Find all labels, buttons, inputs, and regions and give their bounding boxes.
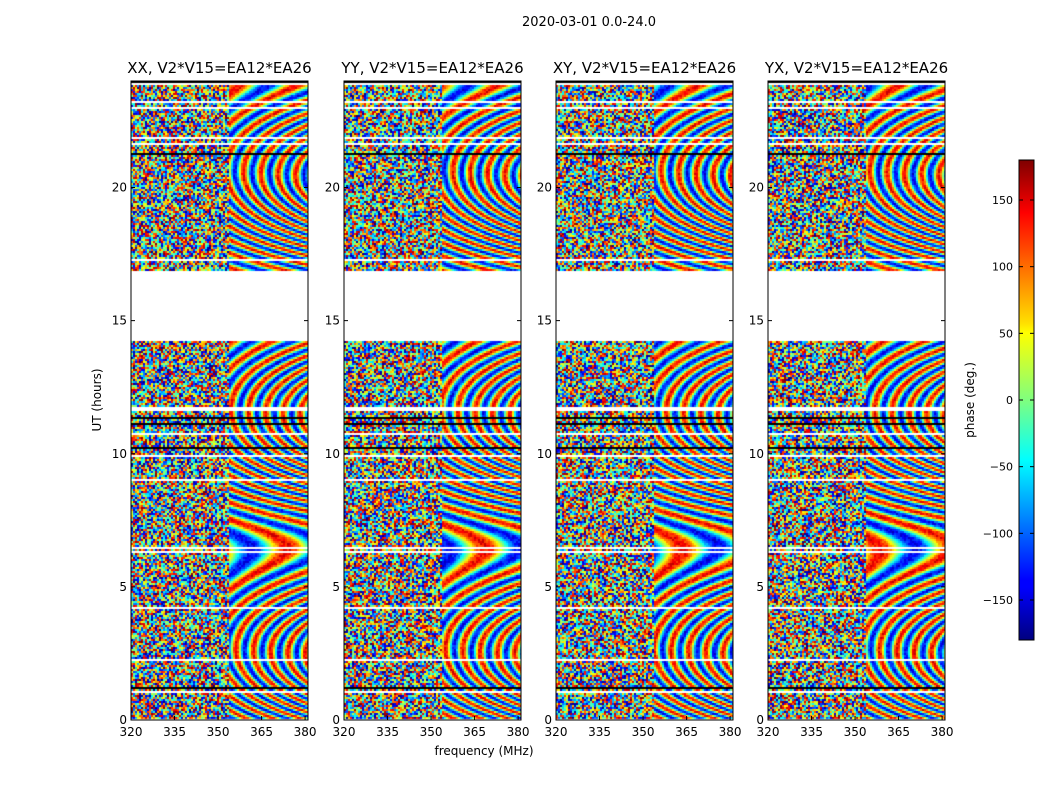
figure-suptitle: 2020-03-01 0.0-24.0	[522, 15, 656, 30]
y-tick-label: 20	[537, 181, 552, 195]
panel-yy: YY, V2*V15=EA12*EA26 0 5 10 15 20 320 335 350 365…	[325, 59, 530, 739]
panel-frame	[555, 80, 734, 721]
y-tick-label: 5	[332, 580, 340, 594]
colorbar-tick-label: 50	[999, 327, 1013, 340]
y-tick-label: 5	[119, 580, 127, 594]
colorbar-tick-label: 100	[992, 261, 1013, 274]
x-tick-label: 365	[250, 725, 273, 739]
colorbar-label: phase (deg.)	[963, 362, 977, 438]
y-tick-label: 20	[749, 181, 764, 195]
x-tick-label: 320	[545, 725, 568, 739]
y-tick-label: 0	[332, 713, 340, 727]
x-tick-label: 365	[675, 725, 698, 739]
x-tick-label: 320	[757, 725, 780, 739]
y-tick-label: 0	[119, 713, 127, 727]
y-tick-label: 15	[537, 314, 552, 328]
y-tick-label: 15	[112, 314, 127, 328]
y-tick-label: 10	[749, 447, 764, 461]
colorbar-ticks: −150 −100 −50 0 50 100 150	[983, 194, 1034, 607]
x-axis-label: frequency (MHz)	[434, 744, 533, 758]
x-tick-label: 350	[632, 725, 655, 739]
panel-frame	[343, 80, 522, 721]
x-tick-label: 320	[333, 725, 356, 739]
x-tick-label: 365	[463, 725, 486, 739]
panel-frame	[767, 80, 946, 721]
y-tick-label: 5	[756, 580, 764, 594]
x-tick-label: 380	[507, 725, 530, 739]
y-tick-label: 0	[756, 713, 764, 727]
x-tick-label: 335	[588, 725, 611, 739]
x-tick-label: 335	[163, 725, 186, 739]
y-tick-label: 5	[544, 580, 552, 594]
panel-xx: XX, V2*V15=EA12*EA26 0 5 10 15 20 320 335 350 365…	[112, 59, 317, 739]
x-tick-label: 350	[844, 725, 867, 739]
x-tick-label: 365	[887, 725, 910, 739]
phase-heatmap	[131, 81, 308, 720]
x-tick-label: 380	[719, 725, 742, 739]
y-tick-label: 20	[112, 181, 127, 195]
colorbar-tick-label: 150	[992, 194, 1013, 207]
panel-frame	[130, 80, 309, 721]
x-tick-label: 335	[800, 725, 823, 739]
y-tick-label: 20	[325, 181, 340, 195]
phase-heatmap	[768, 81, 945, 720]
phase-heatmap	[344, 81, 521, 720]
x-tick-label: 335	[376, 725, 399, 739]
y-tick-label: 10	[112, 447, 127, 461]
phase-heatmap	[556, 81, 733, 720]
panel-yx: YX, V2*V15=EA12*EA26 0 5 10 15 20 320 335 350 365…	[749, 59, 954, 739]
colorbar-tick-label: −50	[990, 461, 1013, 474]
panel-title-yx: YX, V2*V15=EA12*EA26	[764, 59, 948, 77]
panel-title-xy: XY, V2*V15=EA12*EA26	[553, 59, 736, 77]
panels: XX, V2*V15=EA12*EA26 0 5 10 15 20 320 335 350 365…	[112, 59, 954, 739]
colorbar-tick-label: −100	[983, 527, 1013, 540]
y-tick-label: 10	[537, 447, 552, 461]
x-tick-label: 380	[294, 725, 317, 739]
colorbar-tick-label: 0	[1006, 394, 1013, 407]
y-tick-label: 15	[749, 314, 764, 328]
y-tick-label: 0	[544, 713, 552, 727]
x-tick-label: 350	[207, 725, 230, 739]
panel-title-yy: YY, V2*V15=EA12*EA26	[340, 59, 523, 77]
y-tick-label: 10	[325, 447, 340, 461]
panel-xy: XY, V2*V15=EA12*EA26 0 5 10 15 20 320 335 350 365…	[537, 59, 742, 739]
y-tick-label: 15	[325, 314, 340, 328]
x-tick-label: 380	[931, 725, 954, 739]
panel-title-xx: XX, V2*V15=EA12*EA26	[127, 59, 311, 77]
colorbar: −150 −100 −50 0 50 100 150 phase (deg.)	[963, 159, 1035, 641]
x-tick-label: 350	[420, 725, 443, 739]
colorbar-tick-label: −150	[983, 594, 1013, 607]
y-axis-label: UT (hours)	[90, 368, 104, 431]
x-tick-label: 320	[120, 725, 143, 739]
